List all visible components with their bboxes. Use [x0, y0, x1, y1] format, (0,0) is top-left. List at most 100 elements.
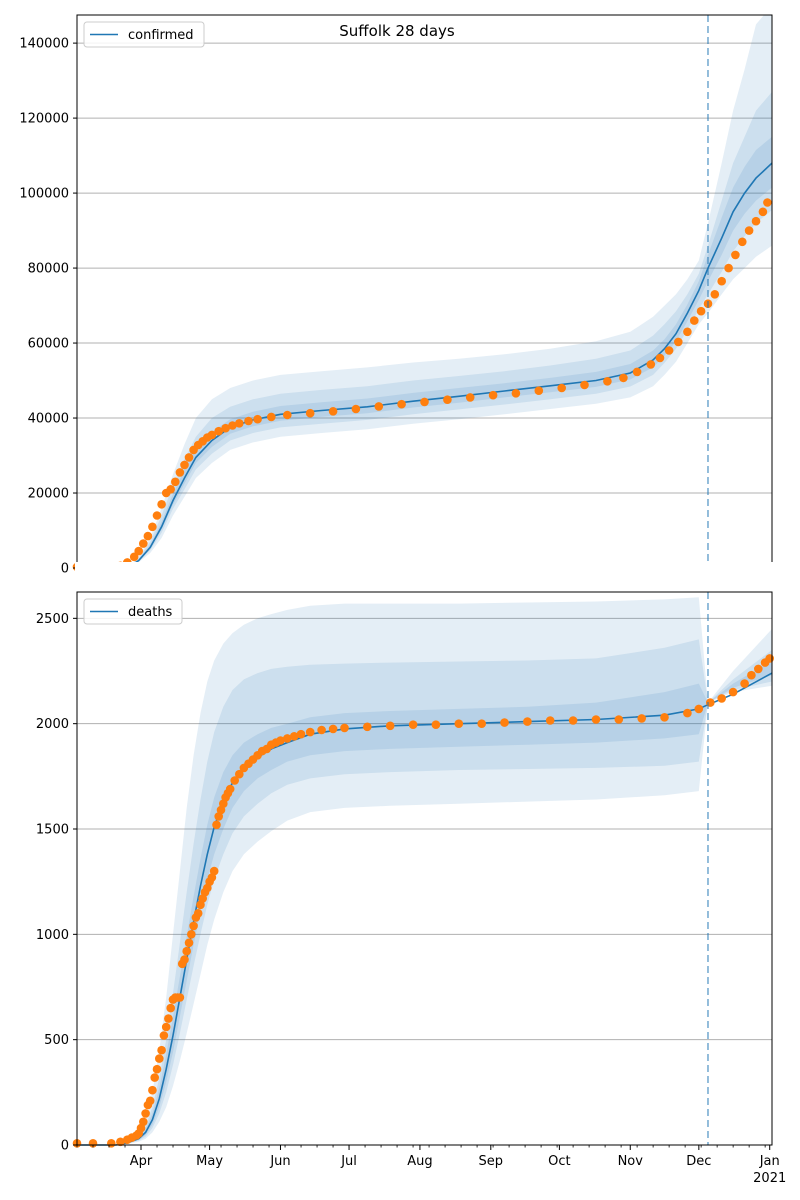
observed-point	[751, 216, 761, 226]
observed-point	[340, 723, 349, 733]
observed-point	[276, 736, 285, 745]
x-tick-label: Oct	[548, 1154, 570, 1169]
y-tick-label: 0	[61, 562, 69, 577]
observed-point	[152, 511, 162, 520]
x-tick-label: Jul	[340, 1154, 357, 1169]
observed-point	[674, 337, 683, 347]
observed-point	[214, 426, 223, 436]
observed-point	[305, 727, 315, 737]
x-tick-label: Dec	[686, 1154, 711, 1169]
x-tick-label: Nov	[618, 1154, 644, 1169]
observed-point	[500, 718, 509, 727]
x-year-label: 2021	[753, 1171, 786, 1186]
y-tick-label: 0	[61, 1139, 69, 1154]
observed-point	[148, 522, 157, 532]
y-tick-label: 60000	[28, 337, 69, 352]
overflow-mask	[75, 562, 774, 592]
observed-point	[374, 402, 384, 411]
observed-point	[591, 715, 601, 724]
y-tick-label: 140000	[19, 37, 69, 52]
observed-point	[646, 360, 656, 369]
y-tick-label: 1500	[36, 823, 69, 838]
observed-point	[143, 531, 153, 541]
observed-point	[134, 546, 143, 556]
observed-point	[187, 930, 196, 939]
observed-point	[207, 430, 217, 440]
observed-point	[363, 722, 372, 732]
observed-point	[488, 390, 498, 400]
x-tick-label: May	[196, 1154, 223, 1169]
observed-point	[184, 938, 194, 948]
x-tick-label: Jun	[269, 1154, 290, 1169]
observed-point	[148, 1085, 157, 1095]
x-tick-label: Jan	[759, 1154, 780, 1169]
observed-point	[283, 734, 292, 743]
observed-point	[557, 383, 566, 393]
observed-point	[141, 1109, 150, 1118]
observed-point	[523, 717, 532, 726]
uncertainty-band	[77, 597, 772, 1145]
deaths-panel: 0 500 1000 1500 2000 2500 Apr May Jun Jul Aug Sep Oc…	[36, 562, 786, 1186]
observed-point	[116, 1137, 125, 1147]
x-tick-label: Apr	[130, 1154, 153, 1169]
legend-box	[83, 21, 205, 48]
observed-point	[683, 708, 692, 718]
observed-point	[152, 1064, 162, 1074]
observed-point	[454, 719, 464, 728]
y-tick-label: 80000	[28, 262, 69, 277]
observed-point	[150, 1073, 159, 1082]
y-tick-label: 2000	[36, 717, 69, 732]
observed-point	[397, 399, 406, 409]
observed-point	[328, 407, 338, 416]
observed-point	[296, 729, 306, 739]
observed-point	[244, 416, 253, 426]
observed-point	[580, 380, 589, 390]
observed-point	[754, 664, 763, 674]
observed-point	[180, 460, 189, 470]
observed-point	[164, 1014, 173, 1023]
y-tick-label: 500	[44, 1033, 69, 1048]
y-tick-label: 2500	[36, 612, 69, 627]
observed-point	[171, 477, 180, 487]
observed-point	[664, 346, 674, 355]
observed-point	[758, 207, 768, 217]
observed-point	[184, 453, 194, 462]
observed-point	[728, 687, 738, 697]
x-tick-label: Sep	[479, 1154, 504, 1169]
observed-point	[619, 373, 628, 383]
observed-point	[161, 1022, 171, 1032]
y-tick-label: 40000	[28, 412, 69, 427]
observed-point	[724, 263, 733, 273]
observed-point	[221, 423, 230, 433]
uncertainty-band	[77, 5, 772, 569]
observed-point	[655, 353, 665, 363]
observed-point	[267, 412, 276, 422]
observed-point	[477, 719, 487, 728]
observed-point	[747, 670, 756, 680]
observed-point	[159, 1031, 169, 1040]
observed-point	[139, 1117, 148, 1127]
observed-point	[139, 539, 148, 548]
observed-point	[696, 306, 706, 316]
observed-point	[180, 955, 189, 964]
observed-point	[660, 713, 669, 722]
x-tick-label: Aug	[407, 1154, 432, 1169]
observed-point	[182, 946, 191, 956]
observed-point	[175, 468, 185, 477]
observed-point	[710, 290, 720, 299]
uncertainty-band	[77, 660, 772, 1145]
observed-point	[420, 397, 429, 407]
observed-point	[765, 654, 774, 663]
legend-box	[83, 598, 183, 625]
observed-point	[155, 1054, 164, 1063]
observed-point	[351, 404, 361, 414]
observed-point	[212, 820, 221, 830]
observed-point	[511, 389, 521, 398]
observed-point	[193, 909, 203, 918]
observed-point	[717, 276, 726, 286]
overflow-mask	[75, 0, 774, 15]
observed-point	[253, 414, 262, 424]
observed-point	[465, 393, 475, 402]
observed-point	[545, 716, 555, 725]
